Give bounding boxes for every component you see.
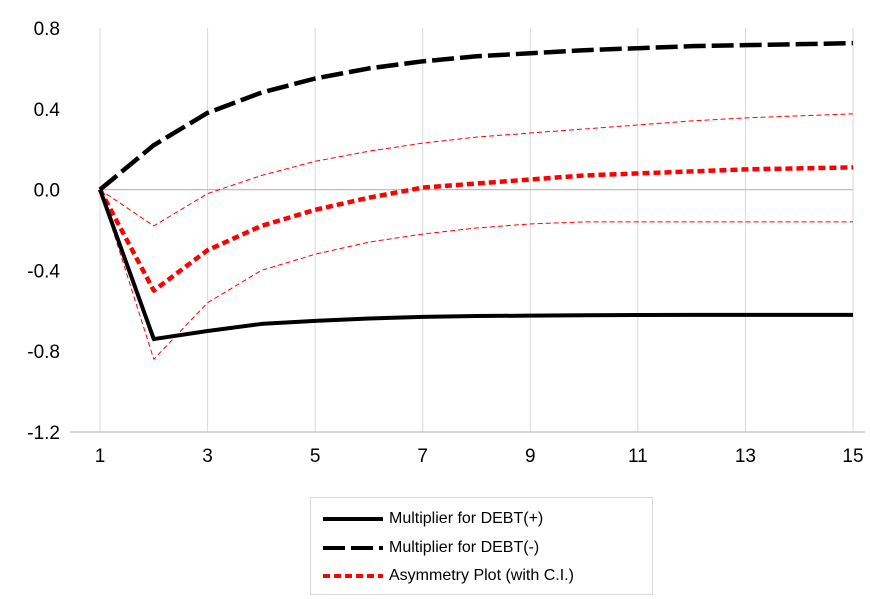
legend-swatch-red-dashed bbox=[323, 574, 383, 578]
series-line-3 bbox=[99, 113, 854, 227]
legend-label: Multiplier for DEBT(-) bbox=[389, 539, 540, 556]
grid-lines bbox=[99, 28, 854, 432]
series-line-4 bbox=[99, 189, 853, 360]
legend-item-debt-minus: Multiplier for DEBT(-) bbox=[323, 537, 539, 559]
y-axis: 0.8 0.4 0.0 -0.4 -0.8 -1.2 bbox=[27, 19, 60, 444]
series-line-2 bbox=[98, 165, 854, 293]
x-tick-label: 11 bbox=[628, 446, 648, 467]
x-tick-label: 9 bbox=[525, 446, 536, 467]
legend-swatch-long-dash bbox=[323, 546, 383, 550]
x-tick-label: 15 bbox=[842, 446, 863, 467]
y-tick-label: -1.2 bbox=[27, 423, 60, 444]
legend-label: Multiplier for DEBT(+) bbox=[389, 510, 544, 527]
series-layer bbox=[98, 40, 854, 360]
x-tick-label: 3 bbox=[202, 446, 213, 467]
legend-item-asymmetry: Asymmetry Plot (with C.I.) bbox=[323, 565, 574, 587]
legend-label: Asymmetry Plot (with C.I.) bbox=[389, 567, 574, 584]
legend-item-debt-plus: Multiplier for DEBT(+) bbox=[323, 508, 543, 530]
x-tick-label: 5 bbox=[310, 446, 321, 467]
y-tick-label: -0.8 bbox=[27, 342, 60, 363]
y-tick-label: -0.4 bbox=[27, 261, 60, 282]
y-tick-label: 0.8 bbox=[34, 19, 60, 40]
x-tick-label: 1 bbox=[95, 446, 106, 467]
chart: 1 3 5 7 9 11 13 15 0.80.40.0-0.4-0.8-1.2 bbox=[27, 19, 865, 467]
legend-swatch-solid bbox=[323, 517, 383, 521]
legend: Multiplier for DEBT(+) Multiplier for DE… bbox=[310, 497, 653, 595]
x-tick-label: 13 bbox=[735, 446, 756, 467]
y-tick-label: 0.4 bbox=[34, 100, 61, 121]
y-tick-label: 0.0 bbox=[34, 181, 60, 202]
series-line-1 bbox=[98, 40, 854, 192]
series-line-0 bbox=[98, 188, 853, 342]
x-tick-label: 7 bbox=[417, 446, 428, 467]
x-axis: 1 3 5 7 9 11 13 15 bbox=[70, 431, 865, 467]
